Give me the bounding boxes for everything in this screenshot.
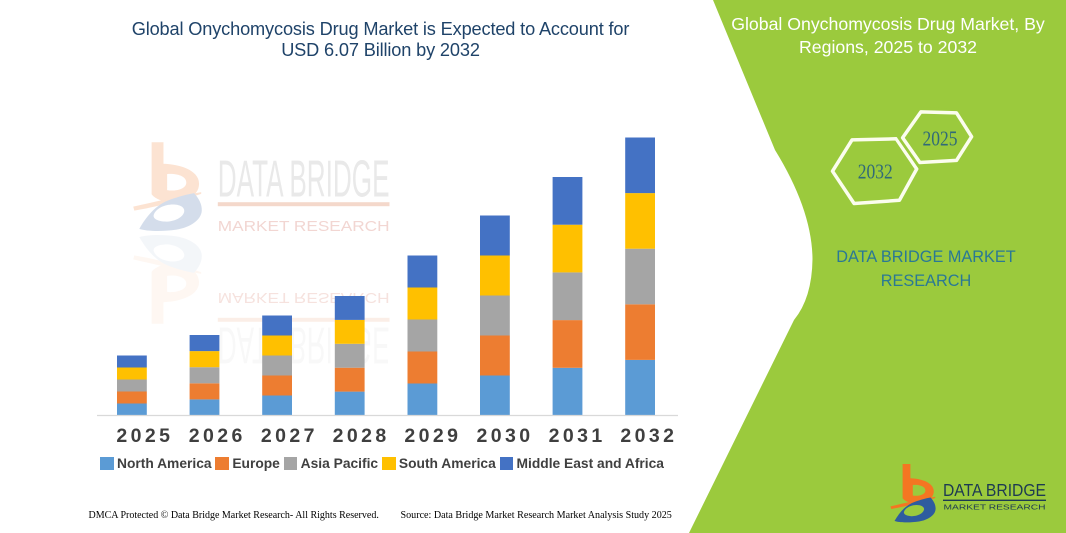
svg-text:2032: 2032 xyxy=(858,160,893,184)
svg-text:2025: 2025 xyxy=(923,127,958,151)
svg-text:MARKET RESEARCH: MARKET RESEARCH xyxy=(944,505,1046,512)
svg-text:DATA BRIDGE: DATA BRIDGE xyxy=(943,480,1046,500)
